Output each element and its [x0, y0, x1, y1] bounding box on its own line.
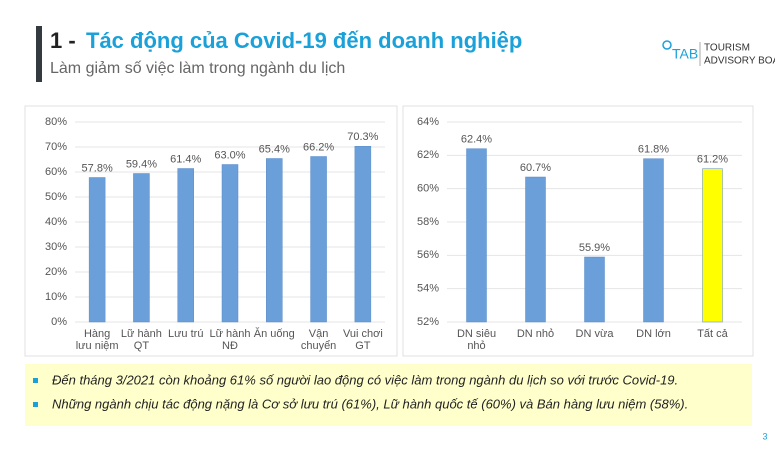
y-tick-label: 30%: [45, 241, 67, 253]
x-tick-label: Vận chuyển: [301, 328, 336, 352]
y-tick-label: 0%: [51, 316, 67, 328]
y-tick-label: 20%: [45, 266, 67, 278]
x-tick-label: Lữ hành QT: [121, 328, 162, 352]
y-tick-label: 64%: [417, 116, 439, 128]
page-number: 3: [762, 431, 767, 441]
y-tick-label: 50%: [45, 191, 67, 203]
value-label: 61.8%: [638, 144, 669, 156]
y-tick-label: 52%: [417, 316, 439, 328]
x-tick-label: Vui chơi GT: [343, 328, 383, 352]
bar: [466, 148, 487, 323]
bar: [221, 164, 239, 323]
note: Đến tháng 3/2021 còn khoảng 61% số người…: [52, 372, 678, 387]
slide-number-prefix: 1 -: [50, 28, 76, 53]
value-label: 62.4%: [461, 134, 492, 146]
bar: [643, 158, 664, 323]
value-label: 55.9%: [579, 242, 610, 254]
bar: [354, 146, 372, 323]
x-tick-label: DN lớn: [636, 328, 671, 340]
logo-mark: TAB: [672, 46, 698, 62]
bullet: [33, 378, 38, 383]
notes-box: [25, 364, 752, 426]
x-tick-label: DN siêu nhỏ: [457, 328, 496, 352]
y-tick-label: 54%: [417, 283, 439, 295]
y-tick-label: 58%: [417, 216, 439, 228]
bar: [525, 176, 546, 323]
y-tick-label: 62%: [417, 149, 439, 161]
bar: [177, 168, 194, 323]
bar: [133, 173, 150, 323]
value-label: 60.7%: [520, 162, 551, 174]
slide-subtitle: Làm giảm số việc làm trong ngành du lịch: [50, 60, 345, 77]
x-tick-label: DN nhỏ: [517, 328, 554, 340]
x-tick-label: DN vừa: [576, 328, 615, 340]
chart-panel: [402, 105, 754, 357]
value-label: 70.3%: [347, 131, 378, 143]
note: Những ngành chịu tác động nặng là Cơ sở …: [52, 396, 688, 411]
y-tick-label: 56%: [417, 249, 439, 261]
value-label: 57.8%: [82, 162, 113, 174]
chart-panel: [24, 105, 398, 357]
y-tick-label: 10%: [45, 291, 67, 303]
bar: [702, 168, 723, 323]
value-label: 59.4%: [126, 158, 157, 170]
y-tick-label: 40%: [45, 216, 67, 228]
bar: [266, 158, 283, 323]
x-tick-label: Ăn uống: [254, 327, 295, 340]
bar: [310, 156, 327, 323]
y-tick-label: 70%: [45, 141, 67, 153]
y-tick-label: 80%: [45, 116, 67, 128]
accent-bar: [36, 26, 42, 82]
bullet: [33, 402, 38, 407]
y-tick-label: 60%: [45, 166, 67, 178]
bar: [584, 256, 605, 323]
logo-line: TOURISM: [704, 43, 750, 54]
bar: [88, 177, 106, 323]
value-label: 61.2%: [697, 154, 728, 166]
x-tick-label: Hàng lưu niệm: [76, 328, 119, 352]
slide-title: Tác động của Covid-19 đến doanh nghiệp: [86, 28, 522, 53]
value-label: 63.0%: [214, 149, 245, 161]
x-tick-label: Lữ hành NĐ: [209, 328, 250, 352]
y-tick-label: 60%: [417, 183, 439, 195]
x-tick-label: Lưu trú: [168, 328, 204, 340]
value-label: 61.4%: [170, 153, 201, 165]
value-label: 66.2%: [303, 141, 334, 153]
logo-icon: [662, 40, 672, 50]
x-tick-label: Tất cả: [697, 328, 728, 340]
logo-line: ADVISORY BOARD: [704, 56, 775, 67]
value-label: 65.4%: [259, 143, 290, 155]
